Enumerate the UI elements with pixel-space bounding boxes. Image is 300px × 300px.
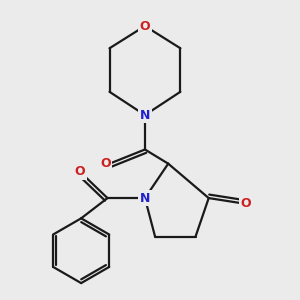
Text: O: O — [140, 20, 150, 32]
Text: O: O — [75, 165, 86, 178]
Text: O: O — [241, 196, 251, 210]
Text: N: N — [140, 192, 150, 205]
Text: O: O — [100, 157, 111, 170]
Text: N: N — [140, 109, 150, 122]
